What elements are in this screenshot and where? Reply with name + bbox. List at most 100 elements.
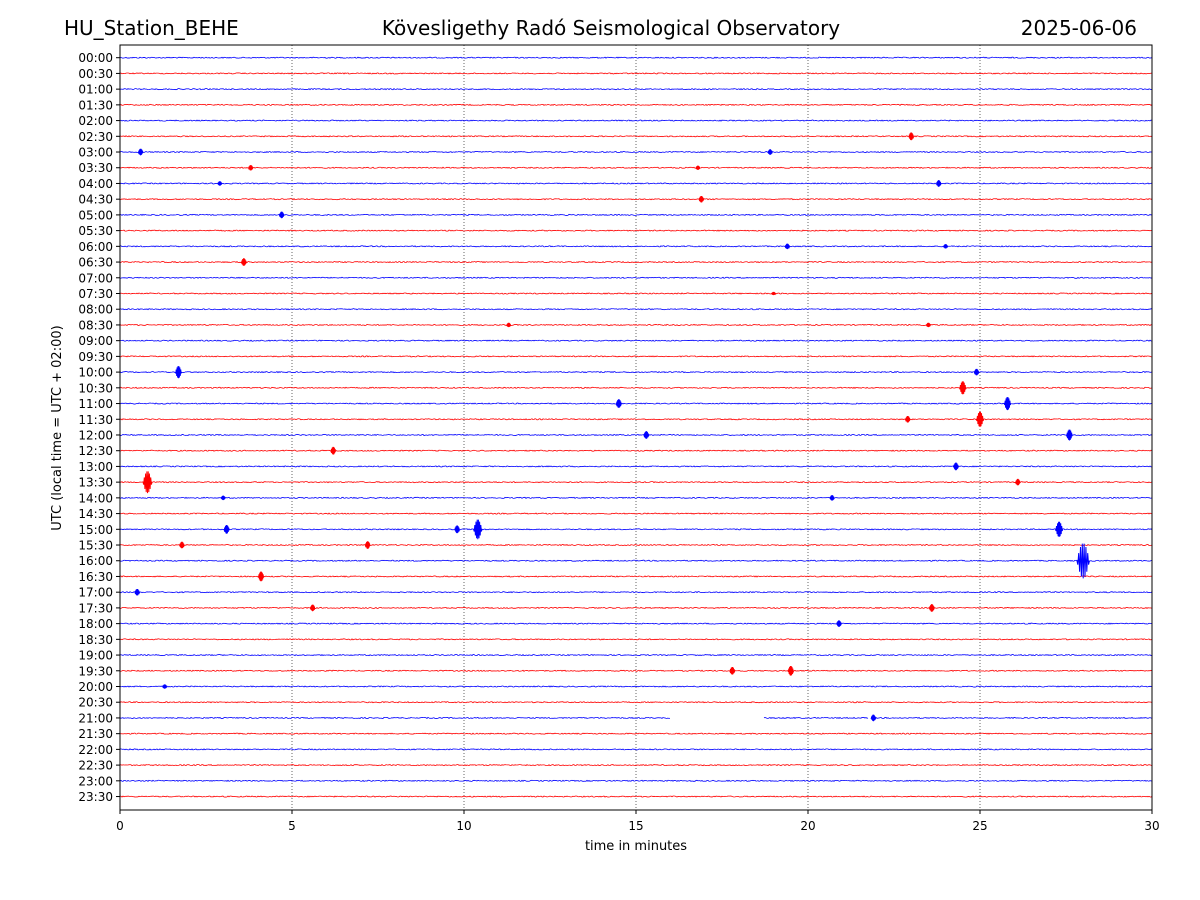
event-burst	[248, 165, 254, 171]
row-time-label: 09:30	[78, 350, 113, 364]
trace-row-1030	[119, 386, 1153, 389]
event-burst	[829, 495, 835, 501]
event-burst	[1076, 543, 1090, 579]
trace-row-0600	[119, 245, 1153, 248]
row-time-label: 08:00	[78, 303, 113, 317]
event-burst	[240, 258, 247, 266]
row-time-label: 07:30	[78, 287, 113, 301]
event-burst	[257, 571, 265, 582]
event-burst	[278, 211, 285, 219]
trace-row-2330	[119, 795, 1153, 798]
row-time-label: 19:00	[78, 649, 113, 663]
event-burst	[615, 399, 622, 408]
trace-row-0000	[119, 56, 1153, 59]
trace-row-1700	[119, 591, 1153, 594]
row-time-label: 04:30	[78, 193, 113, 207]
event-burst	[473, 519, 483, 540]
trace-row-0700	[119, 276, 1153, 279]
event-burst	[1014, 478, 1021, 486]
event-burst	[771, 291, 776, 296]
event-burst	[142, 471, 153, 494]
x-tick-label: 15	[628, 819, 643, 833]
event-burst	[935, 180, 942, 187]
event-burst	[134, 588, 141, 596]
row-time-label: 01:00	[78, 83, 113, 97]
x-tick-label: 0	[116, 819, 124, 833]
row-time-label: 05:00	[78, 208, 113, 222]
row-time-label: 17:00	[78, 586, 113, 600]
row-time-label: 18:00	[78, 617, 113, 631]
trace-row-0730	[119, 292, 1153, 295]
row-time-label: 11:30	[78, 413, 113, 427]
trace-row-0330	[119, 166, 1153, 169]
trace-row-1400	[119, 496, 1153, 499]
x-tick-label: 30	[1144, 819, 1159, 833]
trace-row-0930	[119, 355, 1153, 358]
event-burst	[973, 368, 980, 376]
row-time-label: 15:00	[78, 523, 113, 537]
row-time-label: 23:30	[78, 790, 113, 804]
event-burst	[695, 165, 701, 170]
plot-frame	[119, 44, 1153, 811]
event-burst	[223, 524, 230, 534]
trace-row-0500	[119, 213, 1153, 217]
trace-row-2130	[119, 732, 1153, 735]
event-burst	[952, 462, 959, 471]
event-burst	[506, 322, 512, 328]
trace-row-1600	[119, 559, 1153, 562]
x-tick-label: 20	[800, 819, 815, 833]
trace-row-0530	[119, 229, 1153, 232]
trace-row-0230	[119, 135, 1153, 138]
trace-row-1330	[119, 481, 1153, 484]
event-burst	[975, 411, 985, 428]
event-burst	[787, 665, 795, 676]
trace-row-2100	[119, 716, 1153, 720]
row-time-label: 06:00	[78, 240, 113, 254]
trace-row-1530	[119, 543, 1153, 547]
event-burst	[870, 714, 877, 722]
row-time-label: 06:30	[78, 256, 113, 270]
trace-row-1630	[119, 575, 1153, 578]
row-time-label: 21:00	[78, 711, 113, 725]
trace-row-0200	[119, 119, 1153, 122]
event-burst	[767, 149, 773, 155]
event-burst	[217, 181, 223, 186]
trace-row-1000	[119, 371, 1153, 374]
row-time-label: 02:30	[78, 130, 113, 144]
trace-row-1500	[119, 528, 1153, 531]
row-time-label: 04:00	[78, 177, 113, 191]
x-tick-label: 5	[288, 819, 296, 833]
row-time-label: 20:30	[78, 696, 113, 710]
trace-row-2200	[119, 748, 1153, 751]
trace-row-0130	[119, 103, 1153, 106]
event-burst	[137, 148, 144, 156]
event-burst	[179, 541, 185, 549]
trace-row-0900	[119, 339, 1153, 342]
row-time-label: 05:30	[78, 224, 113, 238]
row-time-label: 17:30	[78, 601, 113, 615]
trace-row-2030	[119, 701, 1153, 704]
trace-row-0400	[119, 182, 1153, 185]
trace-lines	[119, 56, 1153, 798]
event-burst	[220, 495, 226, 501]
row-time-label: 08:30	[78, 318, 113, 332]
event-burst	[925, 322, 931, 328]
row-time-label: 10:00	[78, 366, 113, 380]
trace-row-1100	[119, 402, 1153, 405]
event-burst	[364, 541, 371, 549]
row-time-label: 03:00	[78, 146, 113, 160]
event-burst	[836, 620, 842, 627]
row-time-label: 23:00	[78, 774, 113, 788]
event-burst	[330, 446, 337, 455]
row-time-label: 20:00	[78, 680, 113, 694]
trace-row-1230	[119, 449, 1153, 452]
trace-row-1430	[119, 512, 1153, 515]
row-time-label: 13:00	[78, 460, 113, 474]
trace-row-1300	[119, 465, 1153, 468]
row-time-label: 02:00	[78, 114, 113, 128]
event-burst	[454, 525, 461, 534]
row-time-label: 07:00	[78, 271, 113, 285]
event-burst	[729, 666, 736, 675]
